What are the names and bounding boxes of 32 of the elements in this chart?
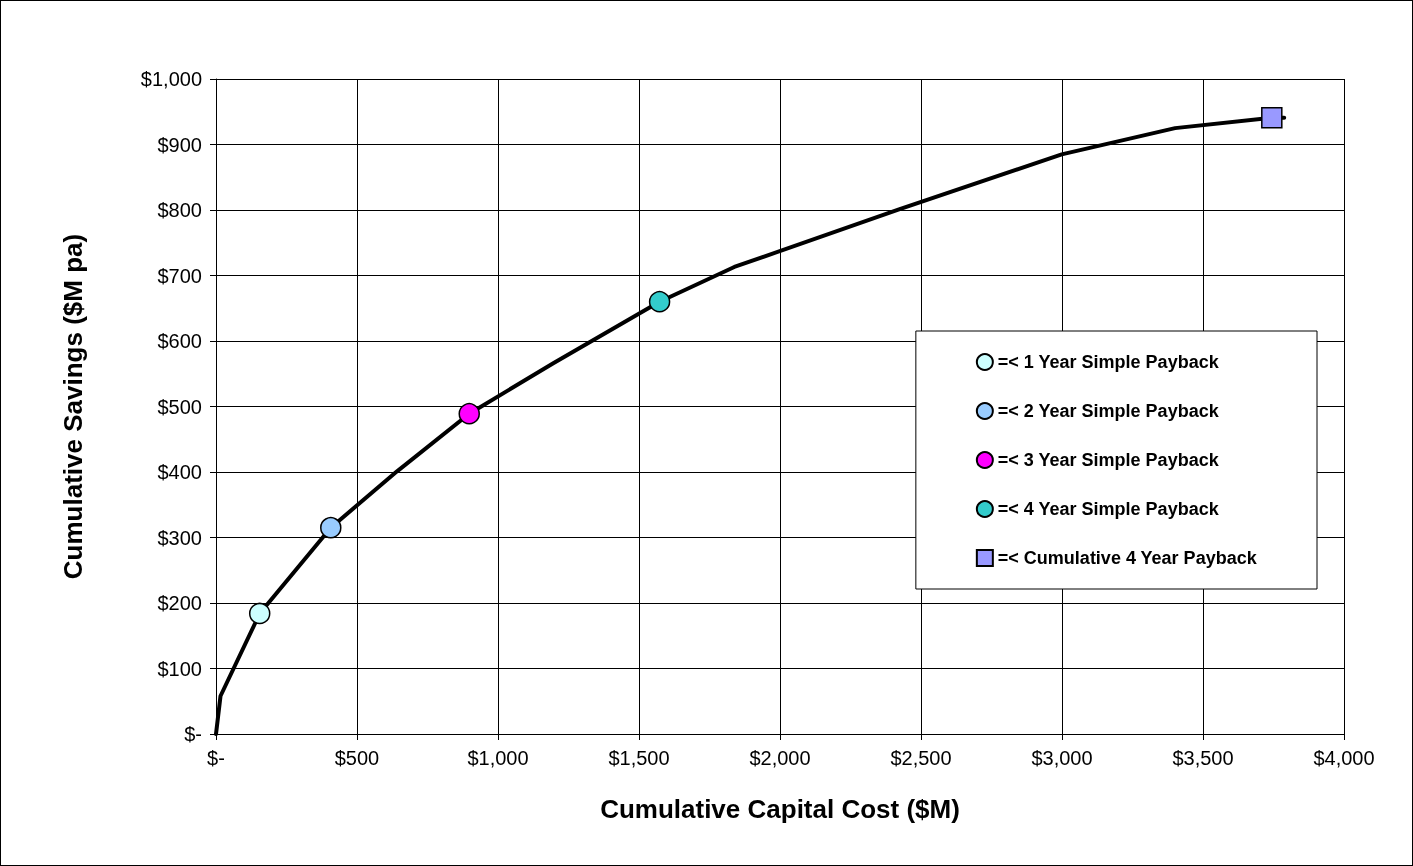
point [648, 290, 671, 313]
x-tick-label: $4,000 [1313, 747, 1375, 769]
y-axis-title: Cumulative Savings ($M pa) [58, 233, 88, 580]
y-tick-label: $- [184, 723, 202, 745]
legend-label: =< 3 Year Simple Payback [997, 450, 1220, 470]
legend-label: =< 4 Year Simple Payback [997, 499, 1220, 519]
y-tick-label: $600 [157, 330, 202, 352]
y-tick-label: $500 [157, 395, 202, 418]
x-tick-label: $3,500 [1172, 747, 1234, 769]
y-tick-label: $900 [157, 133, 202, 156]
y-tick-label: $300 [157, 526, 202, 549]
y-tick-label: $800 [157, 199, 202, 221]
legend-label: =< 1 Year Simple Payback [997, 352, 1220, 372]
x-tick-label: $1,000 [467, 747, 529, 769]
y-tick-label: $400 [157, 461, 202, 483]
point [1261, 106, 1283, 129]
x-tick-label: $- [207, 747, 225, 769]
legend-label: =< 2 Year Simple Payback [997, 401, 1220, 421]
y-tick-label: $700 [157, 264, 202, 287]
x-axis-title: Cumulative Capital Cost ($M) [600, 794, 960, 824]
x-tick-label: $1,500 [608, 747, 670, 769]
x-tick-label: $2,500 [890, 747, 952, 769]
point [320, 516, 342, 539]
y-tick-label: $1,000 [140, 68, 202, 90]
x-tick-label: $2,000 [749, 747, 811, 769]
x-tick-label: $3,000 [1031, 747, 1093, 769]
x-tick-label: $500 [334, 747, 380, 769]
point [248, 602, 271, 625]
y-tick-label: $100 [157, 657, 202, 680]
y-tick-label: $200 [157, 592, 202, 614]
point [458, 402, 480, 425]
legend-label: =< Cumulative 4 Year Payback [997, 548, 1258, 568]
